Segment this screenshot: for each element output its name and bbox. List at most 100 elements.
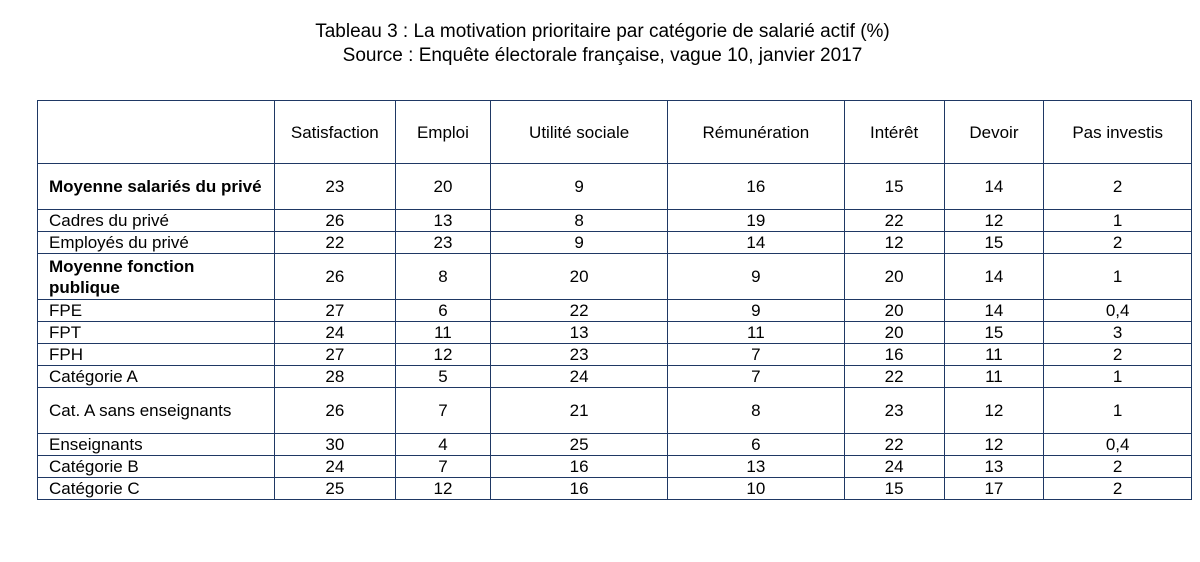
table-cell: 12 [943,433,1045,456]
table-cell: 20 [843,253,945,300]
table-cell: 24 [274,321,396,344]
row-label: Cat. A sans enseignants [36,387,276,434]
row-label: Catégorie B [36,455,276,478]
table-cell: 4 [394,433,492,456]
table-cell: 27 [274,299,396,322]
table-cell: 16 [843,343,945,366]
table-cell: 20 [843,321,945,344]
table-cell: 26 [274,387,396,434]
table-cell: 16 [490,455,668,478]
table-row: Cadres du privé 26 13 8 19 22 12 1 [36,209,1192,232]
table-cell: 27 [274,343,396,366]
table-cell: 23 [843,387,945,434]
table-cell: 16 [490,477,668,500]
table-cell: 22 [843,365,945,388]
table-cell: 7 [667,343,845,366]
table-row: FPE 27 6 22 9 20 14 0,4 [36,299,1192,322]
table-cell: 23 [394,231,492,254]
row-label: Employés du privé [36,231,276,254]
column-header: Utilité sociale [490,100,668,164]
table-cell: 11 [394,321,492,344]
table-title: Tableau 3 : La motivation prioritaire pa… [0,20,1200,68]
table-cell: 22 [843,433,945,456]
table-cell: 0,4 [1043,299,1192,322]
column-header: Emploi [394,100,492,164]
table-cell: 2 [1043,163,1192,210]
title-line-1: Tableau 3 : La motivation prioritaire pa… [315,21,890,42]
table-cell: 24 [274,455,396,478]
row-label: FPE [36,299,276,322]
table-cell: 7 [394,387,492,434]
table-cell: 26 [274,253,396,300]
table-cell: 24 [490,365,668,388]
column-header: Intérêt [843,100,945,164]
table-cell: 12 [943,209,1045,232]
table-cell: 13 [943,455,1045,478]
table-cell: 25 [490,433,668,456]
table-cell: 21 [490,387,668,434]
table-cell: 17 [943,477,1045,500]
table-cell: 20 [394,163,492,210]
table-cell: 7 [394,455,492,478]
motivation-table: Satisfaction Emploi Utilité sociale Rému… [36,100,1192,500]
header-corner-cell [36,100,276,164]
table-cell: 1 [1043,253,1192,300]
table-row: Moyenne salariés du privé 23 20 9 16 15 14 2 [36,163,1192,210]
row-label: Catégorie A [36,365,276,388]
table-cell: 1 [1043,387,1192,434]
table-cell: 2 [1043,477,1192,500]
table-cell: 14 [943,299,1045,322]
table-cell: 12 [843,231,945,254]
table-cell: 9 [490,163,668,210]
table-cell: 25 [274,477,396,500]
table-cell: 16 [667,163,845,210]
title-line-2: Source : Enquête électorale française, v… [342,45,863,66]
table-cell: 30 [274,433,396,456]
table-cell: 12 [394,343,492,366]
row-label: Cadres du privé [36,209,276,232]
table-body: Moyenne salariés du privé 23 20 9 16 15 14 2 Cad… [36,163,1192,500]
header-row: Satisfaction Emploi Utilité sociale Rému… [36,100,1192,164]
table-row: Catégorie A 28 5 24 7 22 11 1 [36,365,1192,388]
table-cell: 13 [394,209,492,232]
table-cell: 26 [274,209,396,232]
table-cell: 11 [943,365,1045,388]
table-cell: 6 [394,299,492,322]
table-row: Cat. A sans enseignants 26 7 21 8 23 12 1 [36,387,1192,434]
row-label: Moyenne fonction publique [36,253,276,300]
table-cell: 23 [490,343,668,366]
table-cell: 15 [943,231,1045,254]
table-cell: 8 [394,253,492,300]
column-header: Satisfaction [274,100,396,164]
table-cell: 13 [490,321,668,344]
column-header: Rémunération [667,100,845,164]
table-row: Enseignants 30 4 25 6 22 12 0,4 [36,433,1192,456]
table-row: Moyenne fonction publique 26 8 20 9 20 14 1 [36,253,1192,300]
table-cell: 12 [394,477,492,500]
table-cell: 12 [943,387,1045,434]
table-cell: 9 [667,299,845,322]
table-cell: 14 [667,231,845,254]
table-cell: 2 [1043,455,1192,478]
table-cell: 1 [1043,209,1192,232]
row-label: FPT [36,321,276,344]
table-cell: 20 [490,253,668,300]
row-label: Moyenne salariés du privé [36,163,276,210]
table-cell: 7 [667,365,845,388]
row-label: Enseignants [36,433,276,456]
table-cell: 23 [274,163,396,210]
table-cell: 15 [843,477,945,500]
table-cell: 8 [667,387,845,434]
table-cell: 19 [667,209,845,232]
table-cell: 6 [667,433,845,456]
table-row: Catégorie B 24 7 16 13 24 13 2 [36,455,1192,478]
table-cell: 9 [667,253,845,300]
table-cell: 0,4 [1043,433,1192,456]
table-cell: 10 [667,477,845,500]
table-cell: 24 [843,455,945,478]
table-cell: 2 [1043,343,1192,366]
table-row: FPT 24 11 13 11 20 15 3 [36,321,1192,344]
table-cell: 28 [274,365,396,388]
table-cell: 11 [667,321,845,344]
table-cell: 20 [843,299,945,322]
